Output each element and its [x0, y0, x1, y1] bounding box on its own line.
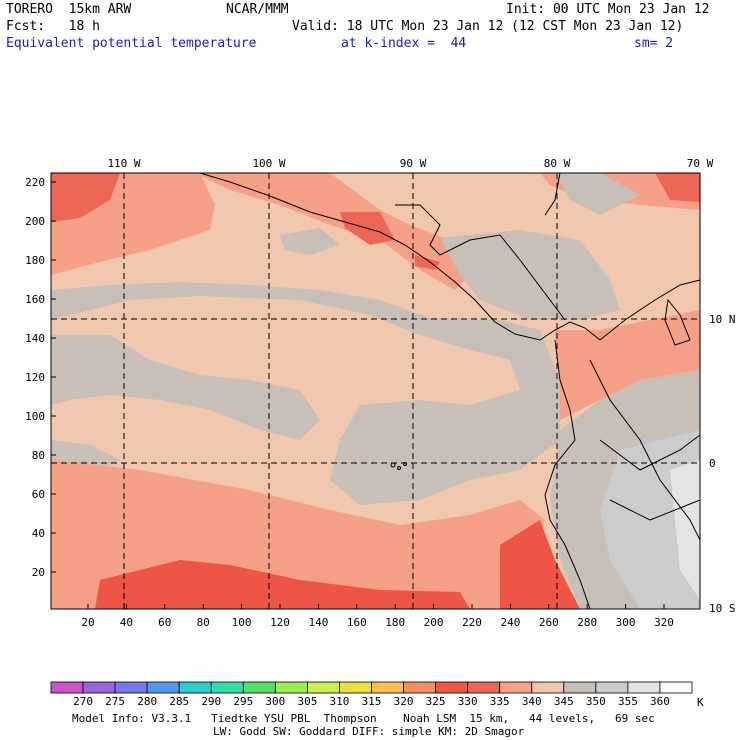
- colorbar-level-label: 355: [618, 695, 638, 708]
- theta-e-field: [51, 173, 700, 609]
- x-axis-label: 160: [347, 616, 367, 629]
- valid-time: Valid: 18 UTC Mon 23 Jan 12 (12 CST Mon …: [292, 19, 684, 34]
- colorbar-level-label: 310: [330, 695, 350, 708]
- model-title: TORERO 15km ARW: [6, 2, 132, 17]
- y-axis-label: 200: [25, 215, 45, 228]
- x-axis-label: 220: [462, 616, 482, 629]
- y-axis-label: 60: [32, 488, 45, 501]
- x-axis-label: 80: [197, 616, 210, 629]
- level-label: at k-index = 44: [341, 36, 467, 51]
- x-axis-label: 20: [81, 616, 94, 629]
- y-axis-label: 20: [32, 566, 45, 579]
- colorbar-unit: K: [697, 696, 704, 709]
- x-axis-label: 120: [270, 616, 290, 629]
- forecast-hour: Fcst: 18 h: [6, 19, 100, 34]
- colorbar-level-label: 335: [490, 695, 510, 708]
- x-axis-label: 300: [616, 616, 636, 629]
- y-axis-label: 40: [32, 527, 45, 540]
- colorbar-level-label: 280: [137, 695, 157, 708]
- lon-label-100w: 100 W: [252, 157, 285, 170]
- x-axis-label: 180: [385, 616, 405, 629]
- colorbar-level-label: 285: [169, 695, 189, 708]
- smoothing-label: sm= 2: [634, 36, 674, 51]
- model-physics: LW: Godd SW: Goddard DIFF: simple KM: 2D…: [213, 725, 525, 738]
- x-axis-label: 240: [500, 616, 520, 629]
- colorbar-swatch: [50, 681, 84, 694]
- colorbar-level-label: 325: [426, 695, 446, 708]
- lon-label-70w: 70 W: [687, 157, 714, 170]
- colorbar-level-label: 270: [73, 695, 93, 708]
- colorbar-swatch: [306, 681, 340, 694]
- y-axis-label: 120: [25, 371, 45, 384]
- plot-frame: [50, 172, 701, 610]
- colorbar-level-label: 315: [362, 695, 382, 708]
- y-axis-label: 180: [25, 254, 45, 267]
- y-axis-label: 80: [32, 449, 45, 462]
- colorbar-swatch: [595, 681, 629, 694]
- colorbar-level-label: 340: [522, 695, 542, 708]
- lat-label-0: 0: [709, 457, 716, 470]
- colorbar-level-label: 305: [297, 695, 317, 708]
- colorbar-level-label: 360: [650, 695, 670, 708]
- colorbar-swatch: [178, 681, 212, 694]
- lat-lon-grid: [51, 173, 700, 609]
- colorbar-swatch: [371, 681, 404, 694]
- y-axis-label: 220: [25, 176, 45, 189]
- y-axis-label: 100: [25, 410, 45, 423]
- colorbar-level-label: 290: [201, 695, 221, 708]
- colorbar-swatch: [499, 681, 533, 694]
- lon-label-110w: 110 W: [107, 157, 140, 170]
- org-label: NCAR/MMM: [226, 2, 289, 17]
- colorbar-swatch: [627, 681, 661, 694]
- lon-label-80w: 80 W: [544, 157, 571, 170]
- init-time: Init: 00 UTC Mon 23 Jan 12: [506, 2, 710, 17]
- x-axis-label: 140: [308, 616, 328, 629]
- x-axis-label: 260: [539, 616, 559, 629]
- x-axis-label: 320: [654, 616, 674, 629]
- field-name: Equivalent potential temperature: [6, 36, 257, 51]
- lat-label-10s: 10 S: [709, 602, 736, 615]
- y-axis-label: 160: [25, 293, 45, 306]
- x-axis-label: 60: [158, 616, 171, 629]
- colorbar-level-label: 275: [105, 695, 125, 708]
- model-info: Model Info: V3.3.1 Tiedtke YSU PBL Thomp…: [72, 712, 655, 725]
- colorbar-level-label: 345: [554, 695, 574, 708]
- colorbar-swatch: [146, 681, 180, 694]
- colorbar-swatch: [467, 681, 501, 694]
- colorbar-level-label: 300: [265, 695, 285, 708]
- colorbar-swatch: [435, 681, 469, 694]
- x-axis-label: 100: [232, 616, 252, 629]
- colorbar-swatch: [563, 681, 597, 694]
- colorbar-level-label: 320: [394, 695, 414, 708]
- lon-label-90w: 90 W: [400, 157, 427, 170]
- coastlines: [199, 172, 701, 610]
- colorbar-level-label: 350: [586, 695, 606, 708]
- colorbar-swatch: [531, 681, 565, 694]
- x-axis-label: 200: [424, 616, 444, 629]
- colorbar: 270 275 280 285 290 295 300 305 310 315 320 325 330 3…: [50, 681, 693, 708]
- colorbar-swatch: [242, 681, 276, 694]
- colorbar-swatch: [210, 681, 244, 694]
- x-axis-label: 280: [577, 616, 597, 629]
- y-axis-label: 140: [25, 332, 45, 345]
- colorbar-swatch: [82, 681, 116, 694]
- x-axis-label: 40: [120, 616, 133, 629]
- colorbar-swatch: [114, 681, 148, 694]
- grid-index-axes: 220 200 180 160 140 120 100 80 60 40 20 20 40 60 80 100…: [25, 176, 674, 629]
- colorbar-swatch: [659, 681, 693, 694]
- colorbar-swatch: [274, 681, 308, 694]
- colorbar-level-label: 295: [233, 695, 253, 708]
- colorbar-swatch: [403, 681, 436, 694]
- colorbar-level-label: 330: [458, 695, 478, 708]
- lat-label-10n: 10 N: [709, 313, 736, 326]
- colorbar-swatch: [339, 681, 372, 694]
